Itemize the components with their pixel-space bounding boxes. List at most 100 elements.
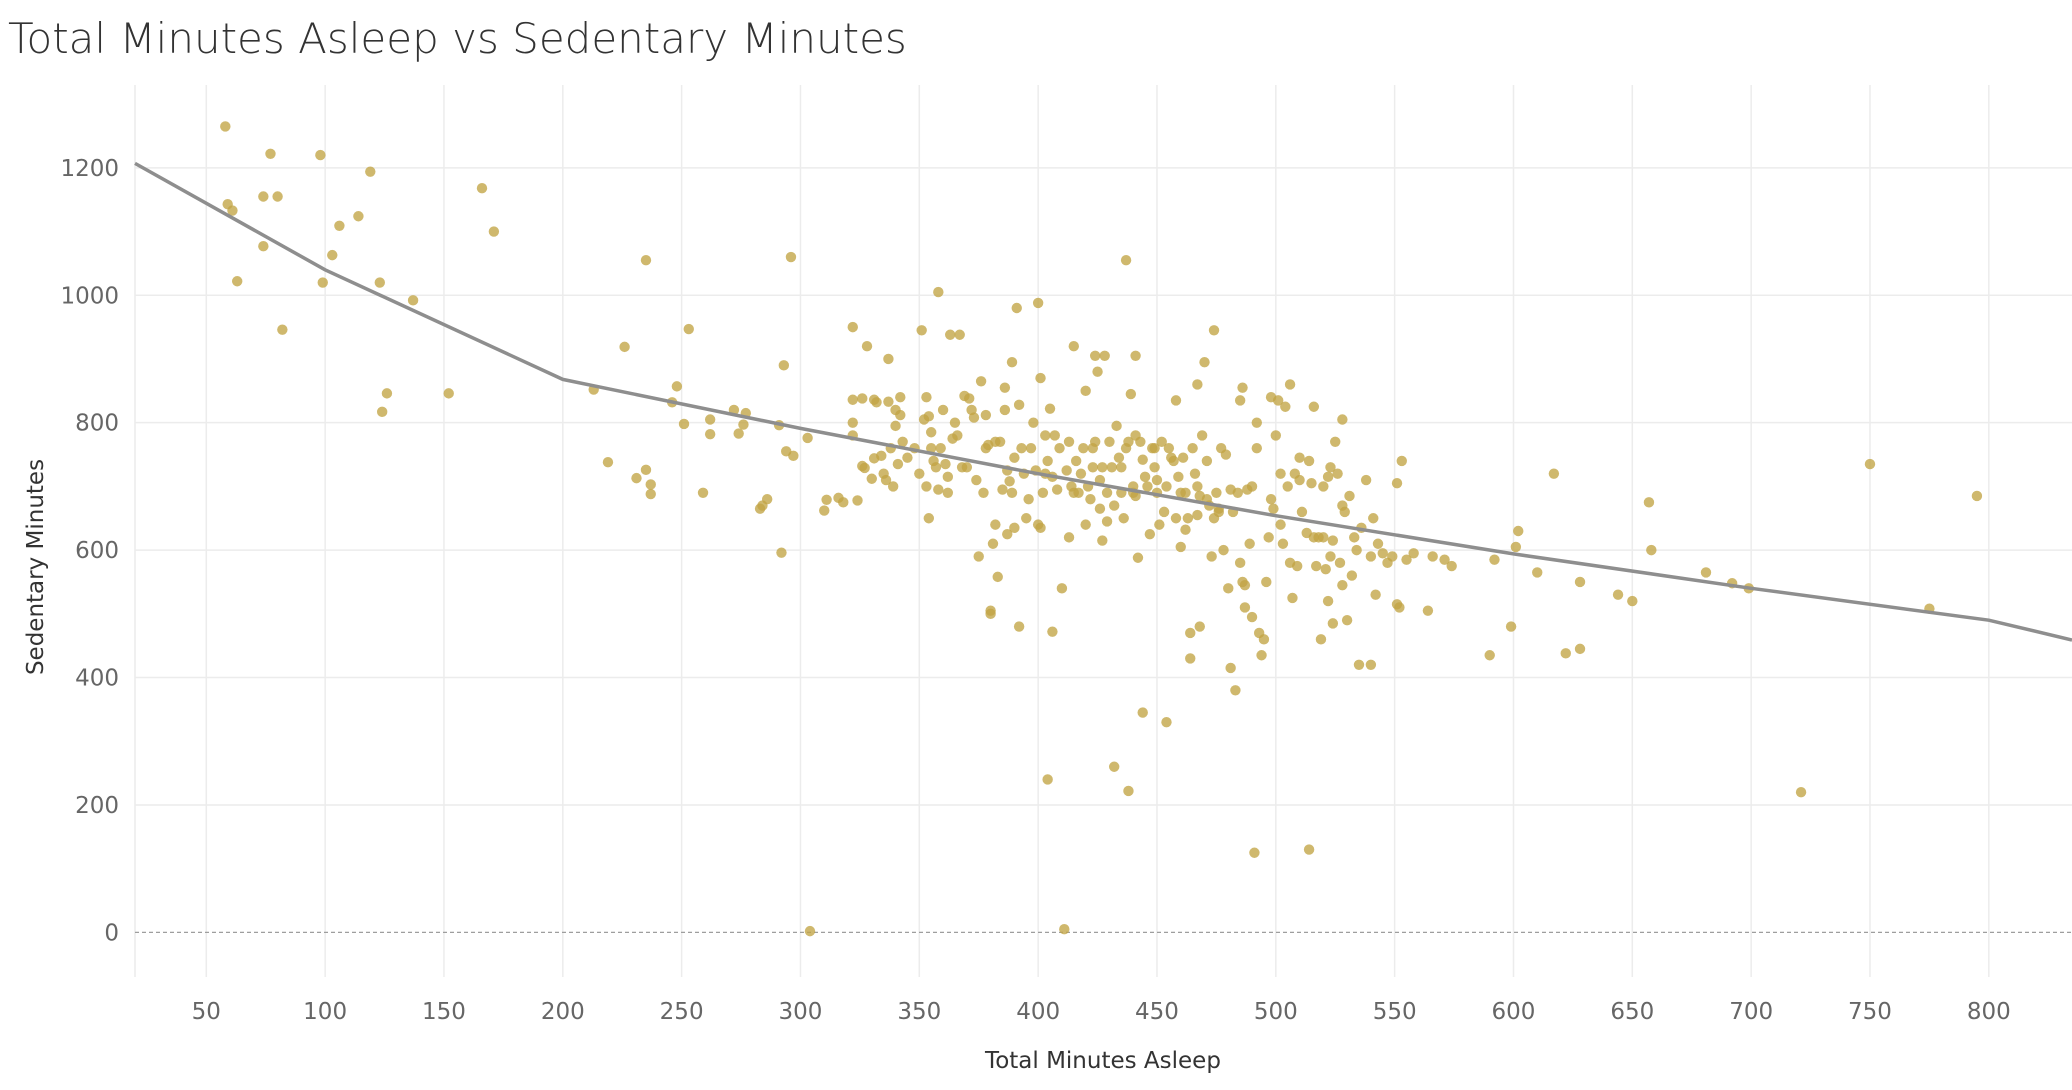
- data-point: [945, 329, 956, 340]
- data-point: [365, 166, 376, 177]
- data-point: [1308, 401, 1320, 412]
- data-point: [1263, 532, 1274, 543]
- data-point: [949, 417, 961, 428]
- data-point: [778, 360, 790, 371]
- data-point: [1097, 462, 1108, 473]
- x-tick-label: 250: [660, 999, 704, 1025]
- data-point: [1627, 595, 1638, 607]
- data-point: [925, 442, 937, 454]
- x-axis-ticks: 50 100 150 200 250 300 350 400 450 500 550 600 650 70…: [192, 999, 2011, 1025]
- data-point: [897, 436, 908, 447]
- data-point: [1251, 442, 1262, 454]
- data-point: [1272, 395, 1284, 406]
- data-point: [1280, 401, 1291, 412]
- data-point: [1484, 650, 1495, 661]
- data-point: [1137, 454, 1148, 465]
- data-point: [1016, 442, 1027, 454]
- data-point: [952, 430, 963, 441]
- data-point: [1032, 297, 1044, 309]
- data-point: [1113, 452, 1125, 463]
- data-point: [1265, 493, 1277, 505]
- y-tick-label: 800: [75, 411, 119, 437]
- data-point: [1439, 554, 1450, 565]
- x-tick-label: 350: [897, 999, 941, 1025]
- data-point: [1049, 430, 1060, 441]
- y-tick-label: 1200: [60, 156, 119, 182]
- data-point: [1028, 417, 1039, 428]
- data-point: [1574, 576, 1586, 588]
- data-point: [1612, 589, 1624, 600]
- data-point: [1192, 379, 1203, 390]
- data-point: [1189, 468, 1201, 479]
- data-point: [1971, 490, 1983, 502]
- data-point: [1270, 430, 1282, 441]
- data-point: [1101, 516, 1113, 527]
- data-point: [1365, 551, 1377, 562]
- data-point: [1368, 513, 1379, 524]
- x-tick-label: 100: [303, 999, 347, 1025]
- data-point: [1322, 471, 1334, 483]
- data-point: [733, 428, 744, 439]
- data-point: [1042, 455, 1053, 467]
- data-point: [914, 468, 925, 479]
- data-point: [1489, 554, 1500, 565]
- data-point: [1056, 583, 1068, 594]
- data-point: [1256, 650, 1267, 661]
- data-point: [1315, 634, 1327, 645]
- data-point: [1292, 560, 1303, 572]
- x-tick-label: 50: [192, 999, 221, 1025]
- data-point: [1089, 436, 1101, 447]
- data-point: [1391, 478, 1403, 489]
- data-point: [1063, 532, 1075, 543]
- data-point: [1101, 487, 1113, 498]
- data-point: [1130, 350, 1141, 361]
- data-point: [1294, 474, 1305, 486]
- data-point: [1097, 535, 1108, 546]
- data-point: [1365, 659, 1377, 670]
- data-point: [940, 458, 951, 470]
- data-point: [1532, 567, 1543, 578]
- data-point: [923, 513, 935, 524]
- data-point: [887, 481, 899, 492]
- data-point: [1192, 509, 1203, 521]
- data-point: [443, 388, 454, 399]
- trend-line-path: [134, 161, 2072, 642]
- data-point: [353, 211, 364, 222]
- data-point: [1246, 611, 1258, 623]
- data-point: [1237, 382, 1248, 393]
- data-point: [376, 406, 388, 418]
- data-point: [980, 409, 992, 421]
- data-point: [1177, 452, 1189, 463]
- data-point: [1006, 356, 1018, 368]
- data-point: [876, 450, 887, 462]
- data-point: [1156, 436, 1167, 447]
- data-point: [1234, 557, 1246, 569]
- data-point: [277, 324, 288, 335]
- data-point: [407, 295, 419, 306]
- data-point: [258, 191, 269, 202]
- data-point: [1332, 468, 1343, 479]
- data-point: [923, 411, 935, 422]
- data-point: [1344, 490, 1355, 502]
- data-point: [1087, 462, 1099, 473]
- data-point: [1196, 430, 1208, 441]
- data-point: [1360, 474, 1372, 486]
- data-point: [1161, 481, 1172, 492]
- data-point: [1013, 621, 1025, 632]
- data-point: [1510, 541, 1522, 553]
- data-point: [883, 396, 894, 407]
- data-point: [1047, 626, 1058, 637]
- data-point: [1021, 513, 1032, 524]
- x-tick-label: 450: [1135, 999, 1179, 1025]
- data-point: [1505, 621, 1517, 632]
- data-point: [671, 381, 683, 392]
- data-point: [973, 551, 984, 562]
- data-point: [788, 450, 799, 462]
- data-point: [890, 420, 901, 432]
- data-point: [1318, 481, 1329, 492]
- data-point: [1322, 595, 1334, 607]
- data-point: [880, 474, 892, 486]
- data-point: [1646, 544, 1657, 556]
- data-point: [1353, 659, 1365, 670]
- data-point: [992, 571, 1003, 583]
